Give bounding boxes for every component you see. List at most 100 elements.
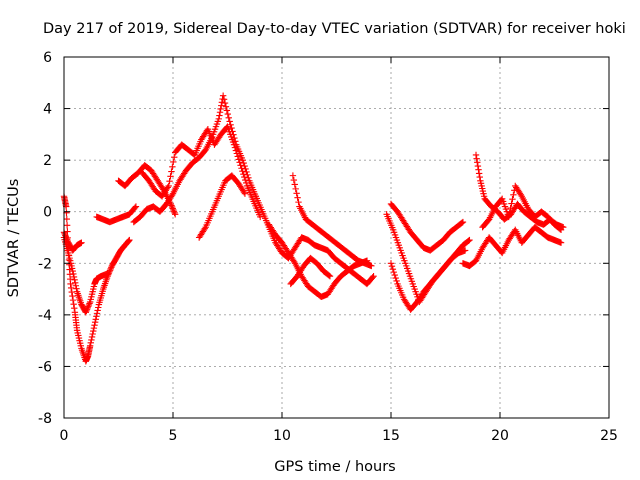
data-point [230, 141, 238, 148]
series-track-a [60, 193, 133, 365]
data-point [90, 327, 97, 335]
data-point [67, 280, 74, 288]
y-tick-label: 0 [43, 205, 52, 221]
data-point [240, 188, 248, 196]
data-point [369, 274, 376, 281]
data-point [170, 206, 177, 214]
data-point [131, 204, 139, 211]
data-point [83, 307, 90, 315]
data-point [221, 99, 229, 107]
data-point [557, 239, 565, 246]
data-point [475, 170, 483, 177]
data-point [325, 272, 333, 279]
data-point [87, 339, 94, 347]
data-point [474, 159, 481, 166]
series-track-r [479, 182, 565, 233]
series-track-l [287, 254, 334, 288]
data-point [242, 176, 249, 184]
data-point [70, 273, 78, 281]
data-point [104, 270, 111, 277]
data-point [61, 230, 68, 238]
data-point [170, 208, 178, 215]
data-point [93, 313, 100, 320]
series-track-n [387, 236, 473, 313]
data-point [465, 237, 472, 245]
data-point [233, 150, 241, 157]
data-point [238, 165, 245, 172]
data-point [387, 260, 395, 267]
data-point [88, 333, 96, 341]
series-track-c [60, 229, 85, 254]
x-tick-label: 20 [491, 428, 509, 444]
data-point [85, 301, 93, 309]
series-track-f [130, 92, 260, 226]
plot-frame [63, 56, 610, 419]
data-point [106, 267, 114, 274]
data-point [289, 172, 297, 179]
data-point [132, 203, 140, 210]
data-point [257, 213, 264, 221]
data-point [70, 300, 77, 308]
data-point [126, 236, 133, 244]
data-point [171, 209, 178, 217]
data-point [63, 222, 71, 229]
data-point [165, 182, 172, 190]
data-point [85, 303, 92, 310]
data-point [236, 159, 243, 166]
data-point [171, 153, 178, 161]
data-point [107, 265, 114, 273]
series-track-i [252, 193, 377, 288]
series-track-p [459, 223, 565, 270]
data-point [474, 162, 482, 170]
data-points [60, 92, 567, 365]
x-tick-label: 0 [60, 428, 69, 444]
data-point [72, 279, 79, 287]
data-point [368, 262, 375, 270]
data-point [292, 185, 299, 193]
data-point [82, 309, 89, 316]
data-point [226, 118, 233, 125]
y-tick-label: 6 [43, 50, 52, 66]
data-point [507, 204, 514, 212]
data-point [218, 102, 225, 109]
data-point [91, 321, 98, 329]
data-point [86, 300, 93, 307]
y-tick-label: 2 [43, 153, 52, 169]
data-point [92, 316, 99, 323]
data-point [391, 271, 398, 279]
data-point [168, 191, 176, 199]
data-point [168, 168, 175, 175]
data-point [71, 305, 78, 312]
data-point [476, 173, 483, 181]
data-point [89, 330, 96, 338]
data-point [505, 213, 512, 221]
data-point [509, 195, 516, 203]
data-point [73, 285, 80, 292]
data-point [84, 304, 91, 312]
data-point [62, 232, 69, 239]
data-point [295, 198, 302, 206]
data-point [508, 200, 515, 207]
data-point [472, 151, 480, 159]
data-point [234, 153, 241, 160]
y-tick-label: 4 [43, 102, 52, 118]
data-point [390, 268, 398, 276]
series-track-o [387, 200, 467, 254]
data-point [91, 319, 99, 326]
data-point [475, 166, 482, 173]
series-track-k [289, 172, 375, 270]
data-point [67, 284, 75, 292]
data-point [237, 162, 244, 169]
y-axis-label: SDTVAR / TECUs [6, 179, 22, 298]
data-point [69, 267, 76, 275]
data-point [393, 277, 400, 285]
data-point [171, 211, 179, 218]
data-point [93, 310, 101, 317]
data-point [83, 306, 91, 313]
data-point [95, 304, 102, 311]
data-point [506, 209, 513, 216]
data-point [466, 236, 473, 244]
data-point [240, 170, 247, 178]
data-point [94, 307, 101, 314]
